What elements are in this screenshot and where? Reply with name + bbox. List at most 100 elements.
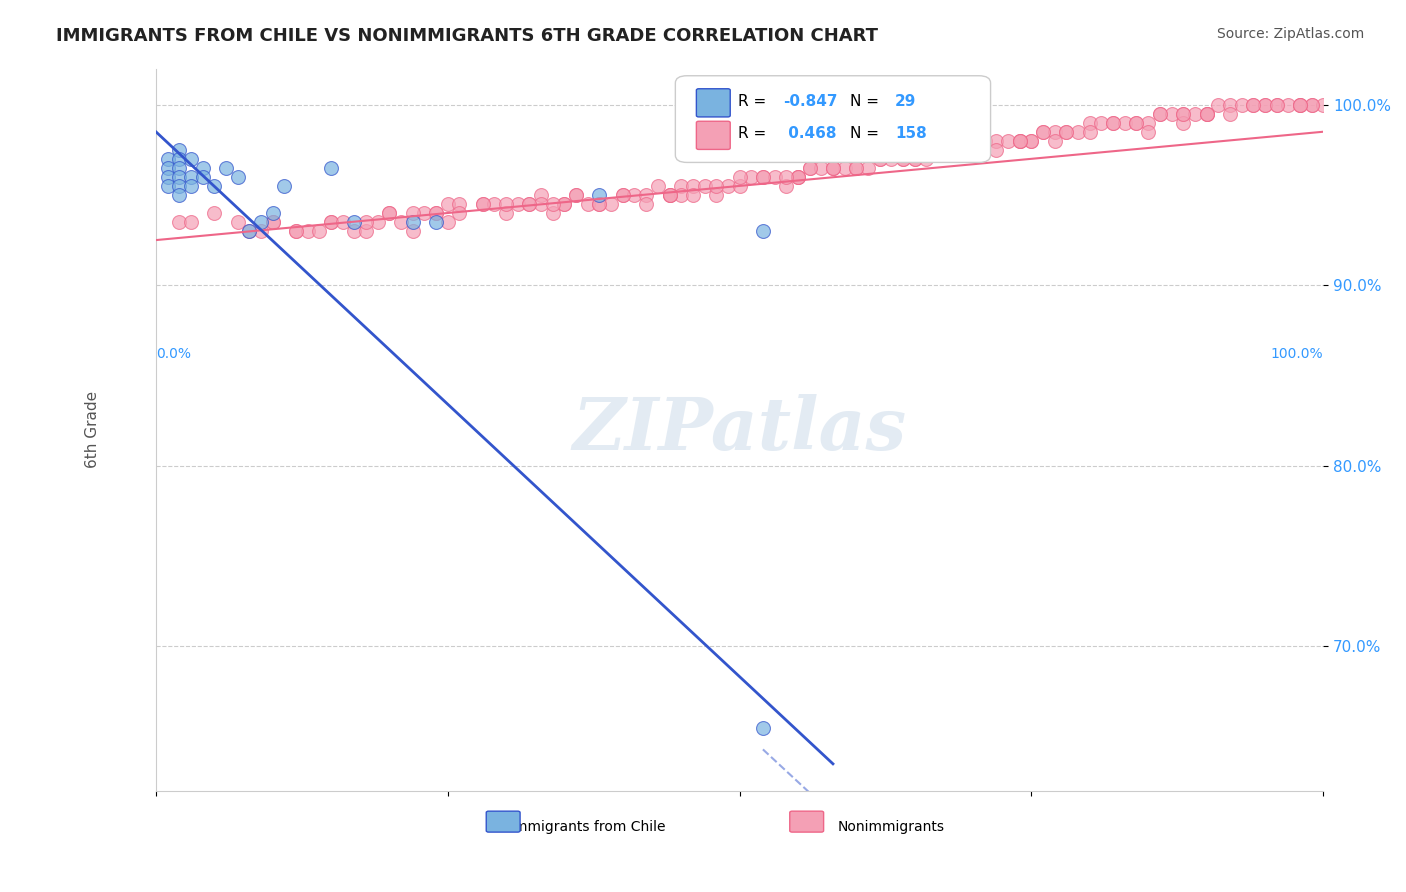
- Point: [693, 178, 716, 193]
- Point: [869, 152, 891, 166]
- Point: [1254, 97, 1277, 112]
- Point: [449, 206, 471, 220]
- Point: [623, 188, 645, 202]
- Point: [740, 169, 762, 184]
- Point: [1054, 125, 1077, 139]
- Point: [354, 215, 377, 229]
- Point: [191, 169, 214, 184]
- Point: [752, 169, 775, 184]
- Point: [1149, 106, 1171, 120]
- Point: [856, 161, 879, 175]
- Text: N =: N =: [851, 94, 884, 109]
- Point: [588, 197, 610, 211]
- Point: [425, 215, 447, 229]
- Point: [1021, 134, 1043, 148]
- Point: [262, 215, 284, 229]
- Point: [250, 224, 273, 238]
- Point: [180, 215, 202, 229]
- Point: [319, 161, 342, 175]
- Point: [962, 143, 984, 157]
- Point: [284, 224, 307, 238]
- Point: [658, 188, 681, 202]
- Text: -0.847: -0.847: [783, 94, 837, 109]
- Point: [588, 188, 610, 202]
- Point: [891, 152, 914, 166]
- Point: [167, 178, 190, 193]
- Point: [1054, 125, 1077, 139]
- Point: [1090, 116, 1112, 130]
- Point: [612, 188, 634, 202]
- Point: [1125, 116, 1147, 130]
- Point: [636, 188, 658, 202]
- Text: 158: 158: [894, 126, 927, 141]
- Point: [367, 215, 389, 229]
- Point: [775, 178, 797, 193]
- Point: [202, 206, 225, 220]
- Point: [1008, 134, 1031, 148]
- Point: [915, 143, 938, 157]
- Point: [880, 152, 903, 166]
- Point: [1137, 116, 1160, 130]
- Point: [297, 224, 319, 238]
- Point: [425, 206, 447, 220]
- Point: [1043, 134, 1066, 148]
- Text: N =: N =: [851, 126, 884, 141]
- Point: [647, 178, 669, 193]
- Point: [1301, 97, 1323, 112]
- Point: [180, 178, 202, 193]
- Point: [167, 188, 190, 202]
- Point: [495, 206, 517, 220]
- Point: [682, 178, 704, 193]
- Point: [938, 143, 960, 157]
- Text: 29: 29: [894, 94, 917, 109]
- Point: [1219, 97, 1241, 112]
- Point: [402, 215, 425, 229]
- Point: [471, 197, 494, 211]
- Point: [821, 161, 844, 175]
- Point: [541, 197, 564, 211]
- Point: [565, 188, 588, 202]
- Point: [1277, 97, 1299, 112]
- Point: [986, 143, 1008, 157]
- Point: [1173, 106, 1195, 120]
- Point: [226, 169, 249, 184]
- Point: [763, 169, 786, 184]
- Point: [1184, 106, 1206, 120]
- Point: [752, 169, 775, 184]
- Point: [576, 197, 599, 211]
- Point: [1195, 106, 1218, 120]
- Point: [1195, 106, 1218, 120]
- Text: Immigrants from Chile: Immigrants from Chile: [510, 820, 665, 834]
- Point: [1032, 125, 1054, 139]
- Point: [332, 215, 354, 229]
- Point: [238, 224, 260, 238]
- Point: [553, 197, 575, 211]
- Point: [1265, 97, 1288, 112]
- Point: [1173, 116, 1195, 130]
- Point: [775, 169, 797, 184]
- Point: [425, 206, 447, 220]
- Point: [1008, 134, 1031, 148]
- Text: ZIPatlas: ZIPatlas: [572, 394, 907, 466]
- Point: [1102, 116, 1125, 130]
- Point: [519, 197, 541, 211]
- Point: [821, 161, 844, 175]
- Point: [1114, 116, 1136, 130]
- Point: [1289, 97, 1312, 112]
- Point: [1160, 106, 1182, 120]
- Text: IMMIGRANTS FROM CHILE VS NONIMMIGRANTS 6TH GRADE CORRELATION CHART: IMMIGRANTS FROM CHILE VS NONIMMIGRANTS 6…: [56, 27, 879, 45]
- Point: [669, 178, 692, 193]
- Point: [1289, 97, 1312, 112]
- Point: [191, 161, 214, 175]
- Point: [1312, 97, 1334, 112]
- Point: [215, 161, 238, 175]
- Point: [588, 197, 610, 211]
- Point: [378, 206, 401, 220]
- Point: [413, 206, 436, 220]
- Point: [834, 161, 856, 175]
- Point: [787, 169, 810, 184]
- Text: 100.0%: 100.0%: [1271, 347, 1323, 360]
- Point: [250, 215, 273, 229]
- Point: [519, 197, 541, 211]
- Point: [238, 224, 260, 238]
